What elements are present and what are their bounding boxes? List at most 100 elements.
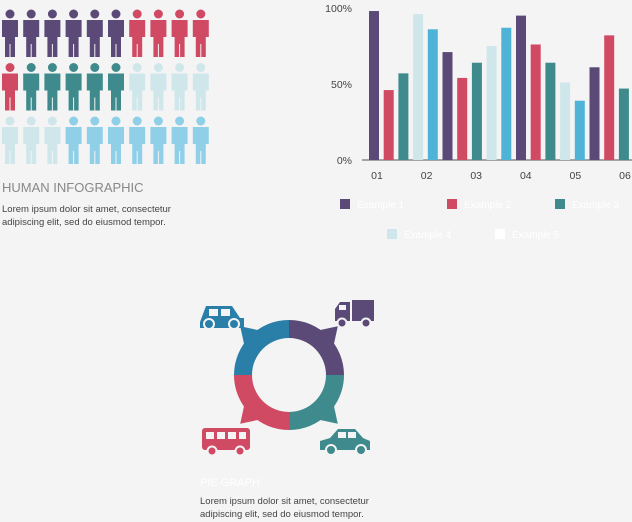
person-body — [108, 73, 124, 111]
person-icon — [108, 116, 124, 164]
person-icon — [44, 63, 61, 111]
person-head — [47, 63, 57, 72]
legend-swatch — [447, 199, 457, 209]
person-body — [192, 127, 209, 164]
person-icon — [65, 9, 82, 57]
people-grid — [2, 9, 209, 164]
person-icon — [108, 9, 124, 57]
person-head — [47, 116, 57, 126]
person-head — [90, 9, 100, 19]
x-tick-label: 01 — [371, 170, 383, 182]
x-tick-label: 03 — [470, 170, 482, 182]
person-icon — [23, 63, 40, 111]
legend-label: Example 5 — [512, 230, 560, 241]
person-icon — [2, 63, 18, 111]
legend-swatch — [387, 229, 397, 239]
person-body — [23, 20, 40, 57]
person-body — [150, 20, 167, 57]
person-head — [26, 63, 36, 72]
people-text: adipiscing elit, sed do eiusmod tempor. — [2, 217, 166, 228]
person-body — [171, 127, 188, 164]
person-icon — [150, 9, 167, 57]
person-body — [192, 20, 209, 57]
person-head — [175, 63, 185, 72]
person-icon — [192, 116, 209, 164]
person-body — [108, 127, 124, 164]
person-icon — [192, 63, 209, 111]
truck-icon — [335, 300, 374, 329]
bar — [369, 11, 379, 161]
person-head — [26, 9, 36, 19]
bar — [618, 88, 629, 160]
person-icon — [171, 9, 188, 57]
person-head — [69, 63, 79, 72]
person-head — [153, 63, 163, 72]
person-body — [65, 20, 82, 57]
person-head — [111, 9, 121, 19]
person-body — [150, 73, 167, 111]
legend-swatch — [340, 199, 350, 209]
person-head — [5, 9, 15, 19]
legend-label: Example 1 — [357, 200, 405, 211]
donut-segment — [289, 375, 344, 430]
person-head — [26, 116, 36, 126]
donut-segment — [289, 320, 344, 375]
person-head — [111, 63, 121, 72]
person-icon — [44, 116, 61, 164]
bar — [589, 67, 600, 160]
car-icon — [320, 429, 370, 456]
person-body — [171, 73, 188, 111]
person-body — [150, 127, 167, 164]
bar — [530, 44, 541, 161]
person-body — [129, 73, 146, 111]
pie-text: adipiscing elit, sed do eiusmod tempor. — [200, 509, 364, 520]
legend-swatch — [555, 199, 565, 209]
bar — [486, 46, 497, 160]
person-body — [86, 73, 103, 111]
person-icon — [86, 116, 103, 164]
person-head — [5, 116, 15, 126]
bar-chart: 0% 50% 100% 01 02 03 04 05 06 Example 1 Example 2 E… — [325, 3, 632, 241]
person-body — [192, 73, 209, 111]
person-head — [111, 116, 121, 126]
bar — [545, 62, 556, 160]
person-icon — [150, 63, 167, 111]
person-head — [153, 116, 163, 126]
person-body — [129, 127, 146, 164]
people-title: HUMAN INFOGRAPHIC — [2, 180, 144, 195]
person-icon — [44, 9, 61, 57]
donut-segment — [234, 375, 289, 430]
y-tick-label: 0% — [337, 155, 352, 167]
person-body — [129, 20, 146, 57]
bar — [471, 62, 482, 160]
person-head — [175, 9, 185, 19]
person-body — [65, 127, 82, 164]
bar — [560, 82, 571, 160]
person-head — [153, 9, 163, 19]
person-head — [196, 116, 206, 126]
person-body — [44, 20, 61, 57]
person-head — [47, 9, 57, 19]
person-head — [132, 63, 142, 72]
person-icon — [65, 63, 82, 111]
person-body — [44, 127, 61, 164]
person-head — [175, 116, 185, 126]
person-icon — [65, 116, 82, 164]
person-body — [2, 127, 18, 164]
person-icon — [86, 9, 103, 57]
person-icon — [2, 9, 18, 57]
person-head — [69, 9, 79, 19]
legend-label: Example 3 — [572, 200, 620, 211]
legend-swatch — [495, 229, 505, 239]
bus-icon — [202, 428, 250, 457]
donut-pointer — [315, 401, 338, 424]
person-head — [196, 9, 206, 19]
person-head — [132, 116, 142, 126]
y-tick-label: 100% — [325, 3, 352, 15]
pie-text: Lorem ipsum dolor sit amet, consectetur — [200, 496, 369, 507]
person-icon — [129, 9, 146, 57]
bar — [442, 52, 453, 160]
bar — [604, 35, 615, 160]
person-icon — [150, 116, 167, 164]
